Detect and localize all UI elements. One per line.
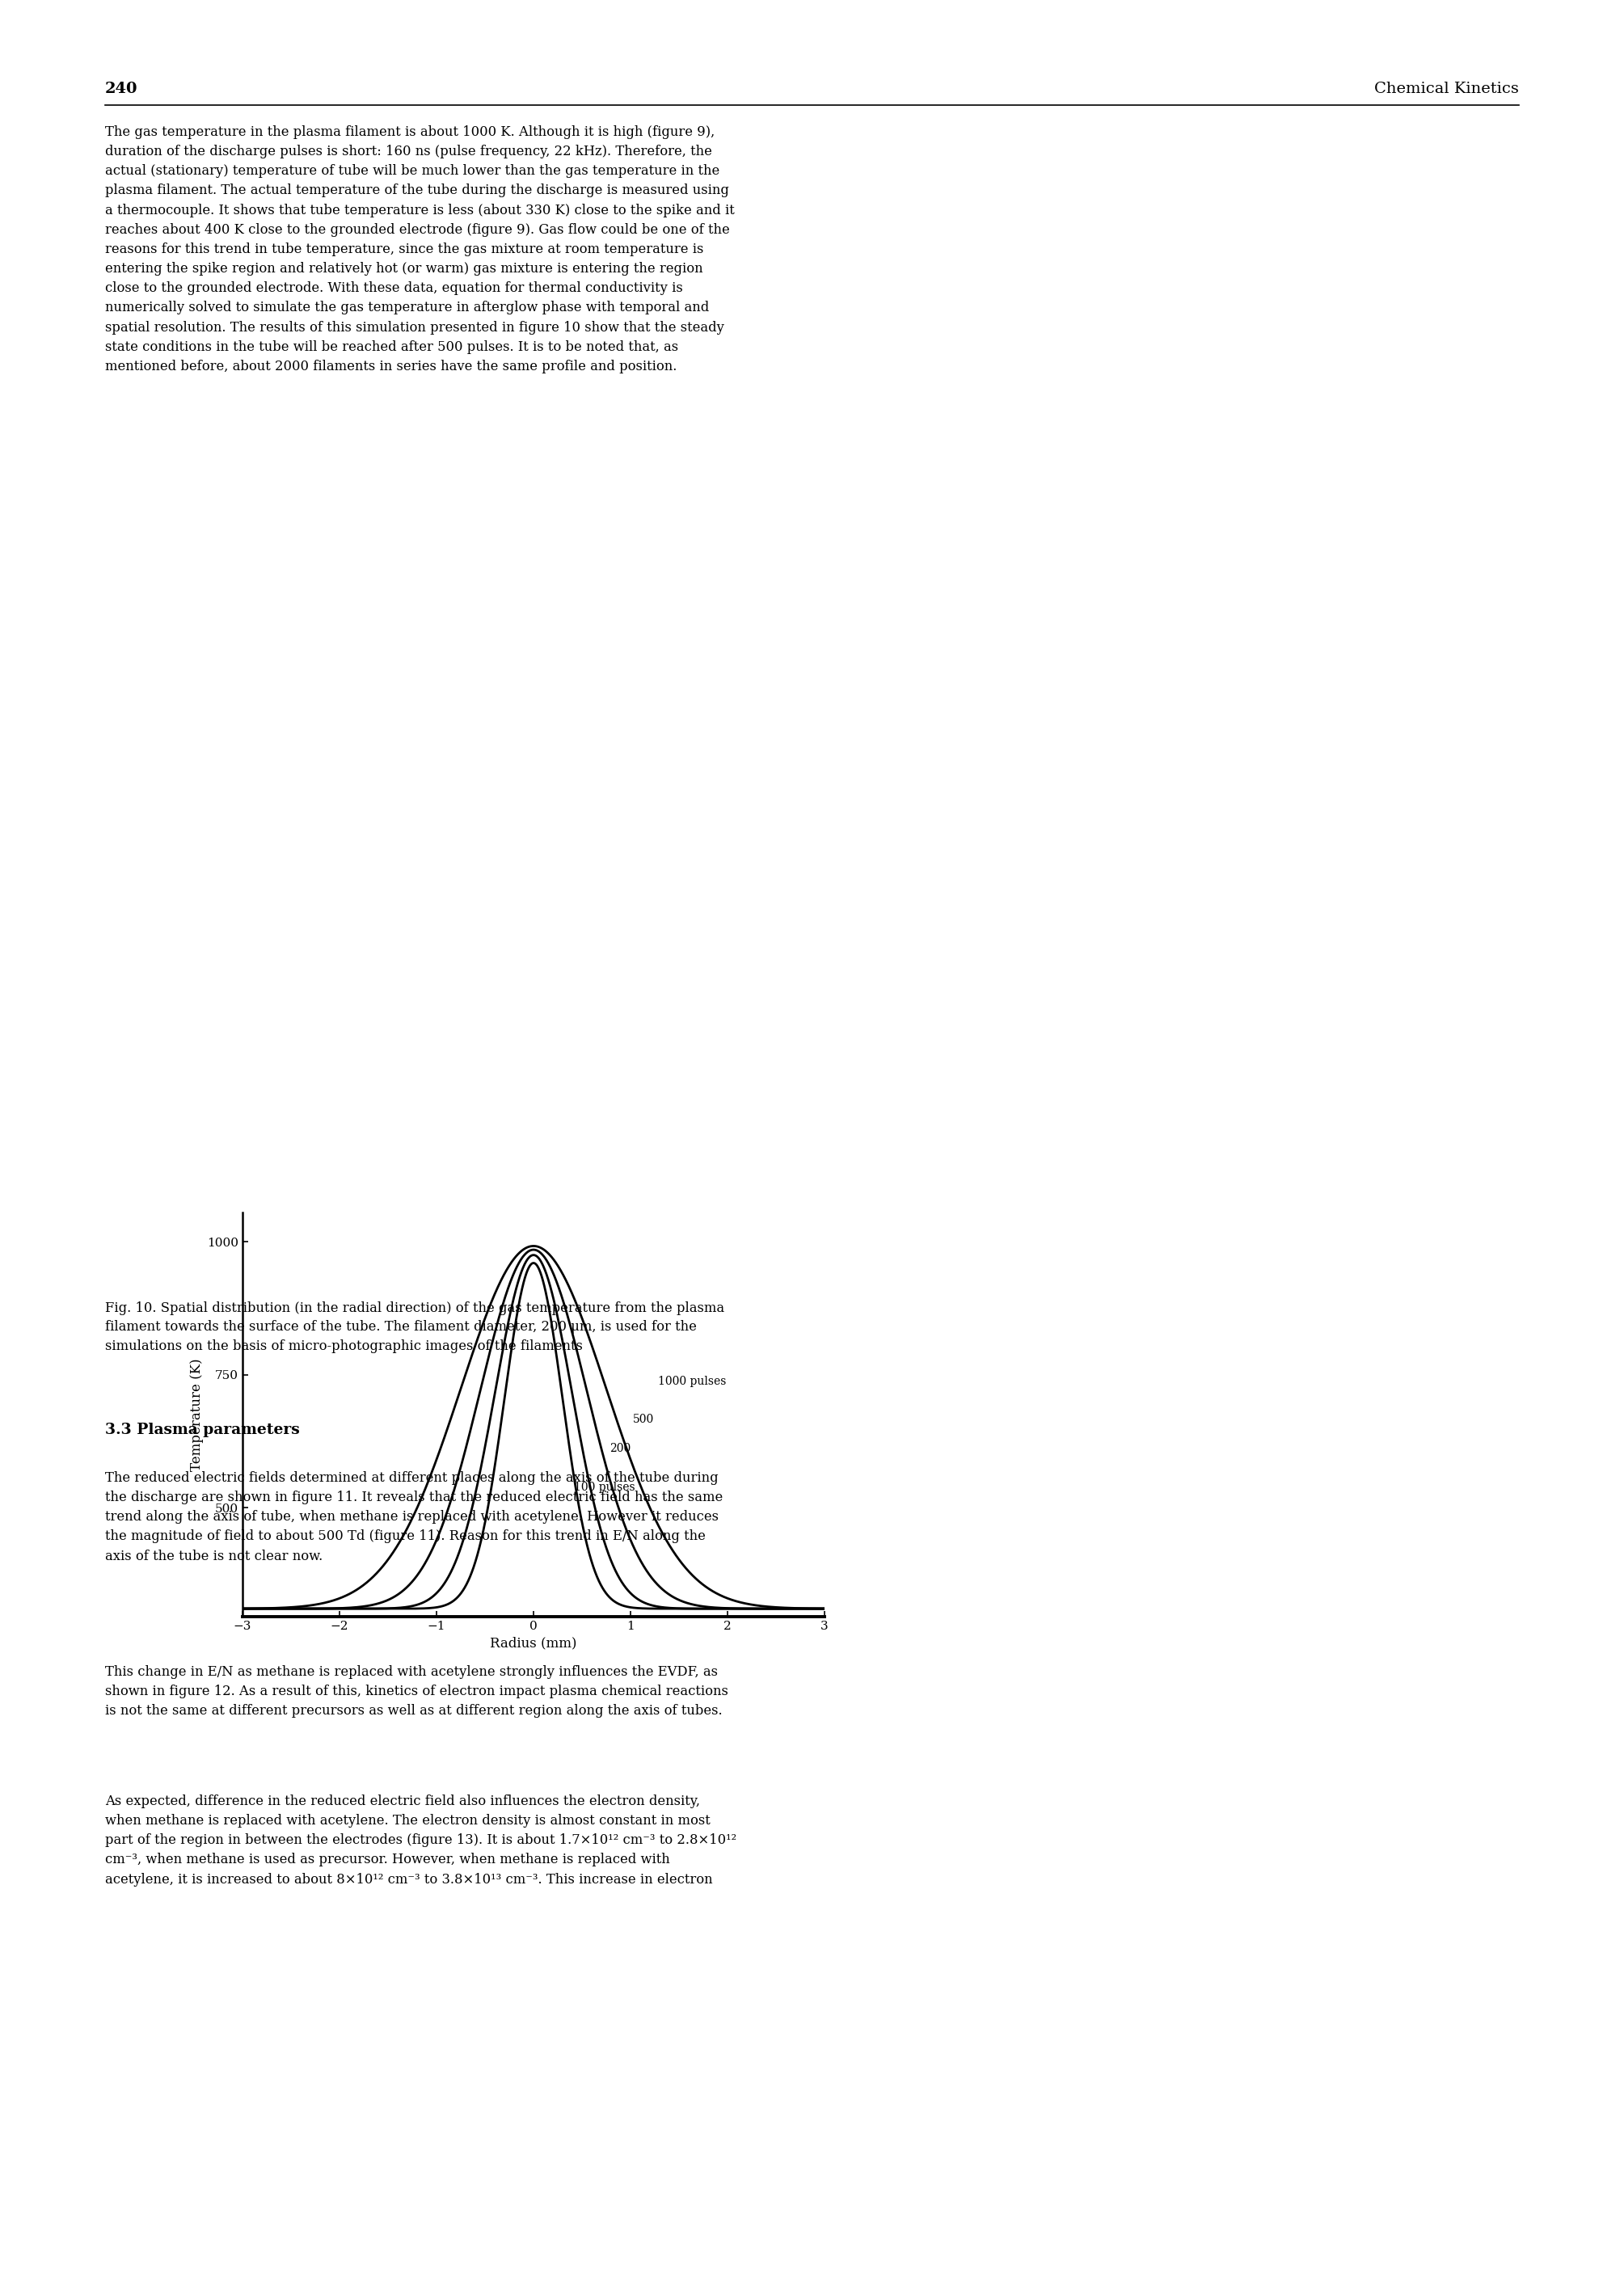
Text: Chemical Kinetics: Chemical Kinetics	[1374, 82, 1518, 96]
Y-axis label: Temperature (K): Temperature (K)	[190, 1358, 203, 1470]
Text: This change in E/N as methane is replaced with acetylene strongly influences the: This change in E/N as methane is replace…	[106, 1665, 728, 1718]
Text: The reduced electric fields determined at different places along the axis of the: The reduced electric fields determined a…	[106, 1470, 723, 1564]
Text: 100 pulses: 100 pulses	[575, 1482, 635, 1493]
Text: 200: 200	[609, 1443, 630, 1454]
X-axis label: Radius (mm): Radius (mm)	[490, 1637, 577, 1651]
Text: The gas temperature in the plasma filament is about 1000 K. Although it is high : The gas temperature in the plasma filame…	[106, 126, 734, 373]
Text: As expected, difference in the reduced electric field also influences the electr: As expected, difference in the reduced e…	[106, 1795, 737, 1887]
Text: 240: 240	[106, 82, 138, 96]
Text: 1000 pulses: 1000 pulses	[658, 1376, 726, 1388]
Text: Fig. 10. Spatial distribution (in the radial direction) of the gas temperature f: Fig. 10. Spatial distribution (in the ra…	[106, 1301, 724, 1353]
Text: 500: 500	[632, 1413, 654, 1424]
Text: 3.3 Plasma parameters: 3.3 Plasma parameters	[106, 1422, 300, 1438]
